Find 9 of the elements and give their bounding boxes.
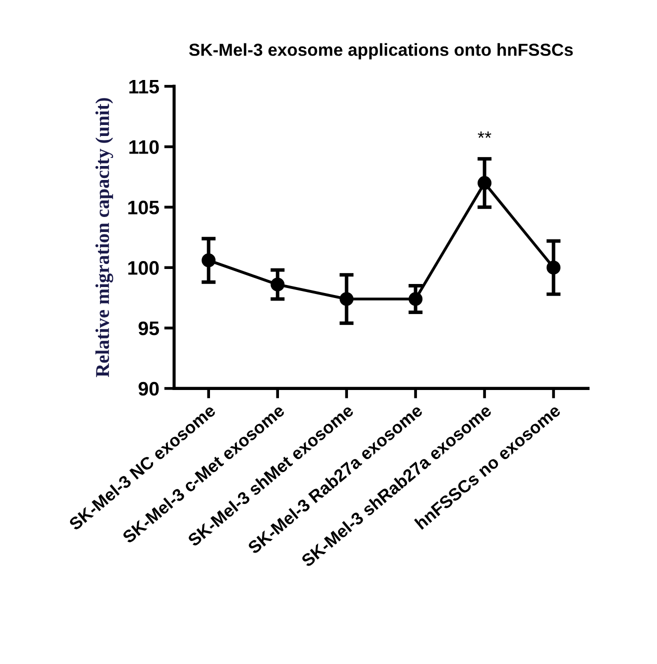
y-tick-label: 115 — [129, 80, 159, 94]
annotation: ** — [478, 132, 492, 138]
y-tick-label: 90 — [138, 382, 159, 396]
y-axis-title: Relative migration capacity (unit) — [95, 98, 114, 378]
chart-title: SK-Mel-3 exosome applications onto hnFSSCs — [189, 43, 573, 60]
y-tick-label: 105 — [128, 200, 159, 214]
y-tick-label: 110 — [129, 140, 159, 154]
y-tick-label: 100 — [128, 261, 159, 275]
y-tick-label: 95 — [138, 321, 159, 336]
